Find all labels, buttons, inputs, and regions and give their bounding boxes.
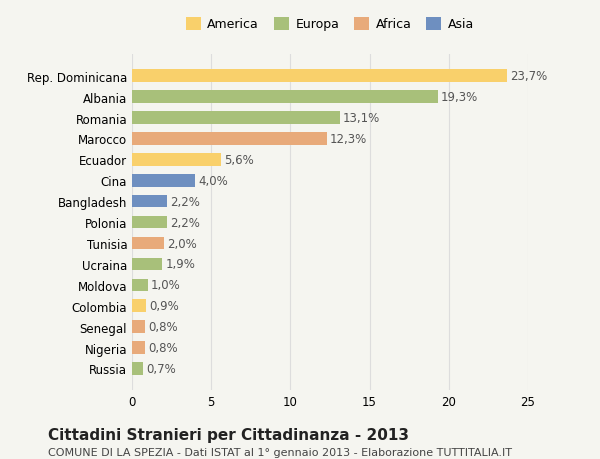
Bar	[132, 363, 143, 375]
Text: 1,9%: 1,9%	[165, 258, 195, 271]
Text: 0,9%: 0,9%	[149, 300, 179, 313]
Text: 23,7%: 23,7%	[511, 70, 548, 83]
Text: 13,1%: 13,1%	[343, 112, 380, 125]
Text: 12,3%: 12,3%	[330, 133, 367, 146]
Legend: America, Europa, Africa, Asia: America, Europa, Africa, Asia	[186, 18, 474, 31]
Text: Cittadini Stranieri per Cittadinanza - 2013: Cittadini Stranieri per Cittadinanza - 2…	[48, 427, 409, 442]
Text: 2,2%: 2,2%	[170, 216, 200, 229]
Text: 2,2%: 2,2%	[170, 195, 200, 208]
Bar	[132, 196, 167, 208]
Bar	[132, 237, 164, 250]
Text: 4,0%: 4,0%	[199, 174, 228, 187]
Text: 1,0%: 1,0%	[151, 279, 181, 291]
Text: 0,7%: 0,7%	[146, 362, 176, 375]
Text: 5,6%: 5,6%	[224, 154, 254, 167]
Bar	[132, 341, 145, 354]
Bar	[132, 300, 146, 312]
Text: 19,3%: 19,3%	[441, 91, 478, 104]
Bar	[132, 174, 196, 187]
Bar	[132, 70, 508, 83]
Bar	[132, 112, 340, 124]
Bar	[132, 154, 221, 166]
Bar	[132, 91, 438, 104]
Text: COMUNE DI LA SPEZIA - Dati ISTAT al 1° gennaio 2013 - Elaborazione TUTTITALIA.IT: COMUNE DI LA SPEZIA - Dati ISTAT al 1° g…	[48, 448, 512, 458]
Bar	[132, 279, 148, 291]
Bar	[132, 216, 167, 229]
Text: 2,0%: 2,0%	[167, 237, 197, 250]
Bar	[132, 258, 162, 271]
Bar	[132, 321, 145, 333]
Text: 0,8%: 0,8%	[148, 341, 178, 354]
Text: 0,8%: 0,8%	[148, 320, 178, 333]
Bar	[132, 133, 327, 146]
